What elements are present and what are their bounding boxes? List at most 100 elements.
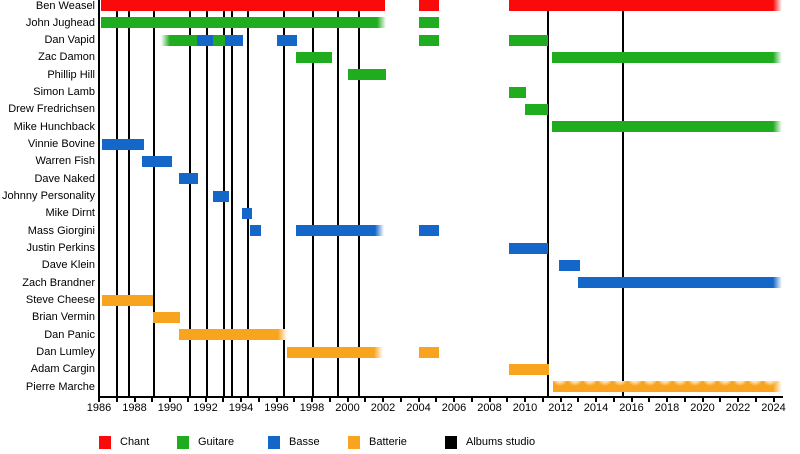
axis-tick <box>311 397 313 402</box>
axis-tick <box>559 397 562 402</box>
member-label: Adam Cargin <box>30 363 95 376</box>
axis-tick <box>435 397 438 402</box>
axis-tick <box>524 397 526 402</box>
album-release-line <box>231 0 234 396</box>
timeline-bar-guitare <box>212 34 226 46</box>
album-release-line <box>358 0 361 396</box>
axis-year-label: 2000 <box>335 402 360 414</box>
legend-swatch-albums <box>445 436 457 449</box>
axis-year-label: 2018 <box>654 402 680 414</box>
axis-tick <box>488 397 491 402</box>
timeline-bar-basse <box>558 259 581 271</box>
axis-year-label: 2016 <box>619 402 644 414</box>
axis-tick <box>577 397 580 402</box>
axis-year-label: 1994 <box>228 402 254 414</box>
axis-tick <box>364 397 367 402</box>
timeline-bar-basse <box>296 225 384 237</box>
timeline-bar-basse <box>241 207 252 219</box>
axis-tick <box>666 397 668 402</box>
timeline-bar-guitare <box>347 69 386 81</box>
axis-tick <box>346 397 349 402</box>
legend-swatch-chant <box>99 436 111 449</box>
timeline-bar-guitare <box>525 103 549 115</box>
member-label: Steve Cheese <box>25 294 95 307</box>
axis-tick <box>719 397 722 402</box>
axis-tick <box>754 397 757 402</box>
x-axis-line <box>97 395 783 398</box>
legend-swatch-guitare <box>177 436 189 449</box>
axis-tick <box>453 397 455 402</box>
album-release-line <box>188 0 191 396</box>
axis-year-label: 1998 <box>299 402 325 414</box>
timeline-bar-batterie <box>287 346 383 358</box>
album-release-line <box>247 0 250 396</box>
album-release-line <box>115 0 118 396</box>
member-label: Drew Fredrichsen <box>8 103 95 116</box>
member-label: Pierre Marche <box>25 380 95 393</box>
axis-year-label: 2008 <box>477 402 502 414</box>
legend-swatch-batterie <box>348 436 360 449</box>
axis-year-label: 2022 <box>725 402 751 414</box>
member-label: Warren Fish <box>35 155 96 168</box>
axis-tick <box>612 397 615 402</box>
timeline-bar-basse <box>101 138 145 150</box>
member-label: Ben Weasel <box>35 0 95 12</box>
y-axis-line <box>97 0 100 397</box>
timeline-bar-basse <box>225 34 243 46</box>
timeline-bar-guitare <box>551 51 783 63</box>
album-release-line <box>153 0 156 396</box>
axis-tick <box>541 397 544 402</box>
timeline-bar-chant <box>100 0 385 11</box>
timeline-bar-basse <box>578 277 783 289</box>
axis-year-label: 2006 <box>441 402 467 414</box>
axis-year-label: 2002 <box>370 402 396 414</box>
axis-tick <box>701 397 704 402</box>
timeline-bar-batterie <box>101 294 154 306</box>
album-release-line <box>621 0 624 396</box>
member-label: Dan Vapid <box>44 34 95 47</box>
timeline-bar-basse <box>419 225 439 237</box>
timeline-bar-guitare <box>296 51 333 63</box>
axis-tick <box>328 397 331 402</box>
timeline-bar-chant <box>509 0 783 11</box>
axis-tick <box>470 397 473 402</box>
axis-tick <box>293 397 296 402</box>
axis-tick <box>151 397 154 402</box>
album-release-line <box>283 0 286 396</box>
member-label: Zach Brandner <box>22 276 95 289</box>
axis-year-label: 2004 <box>406 402 431 414</box>
axis-tick <box>630 397 633 402</box>
legend-swatch-basse <box>268 436 280 449</box>
album-release-line <box>311 0 314 396</box>
member-label: Brian Vermin <box>32 311 95 324</box>
legend-label-chant: Chant <box>120 436 150 448</box>
axis-tick <box>417 397 420 402</box>
timeline-bar-basse <box>509 242 549 254</box>
timeline-bar-basse <box>212 190 229 202</box>
member-label: Vinnie Bovine <box>27 138 95 151</box>
legend-label-albums: Albums studio <box>466 436 536 448</box>
axis-year-label: 1992 <box>193 402 218 414</box>
member-label: Dave Naked <box>34 172 95 185</box>
axis-tick <box>98 397 100 402</box>
timeline-bar-chant <box>419 0 439 11</box>
axis-tick <box>772 397 775 402</box>
timeline-bar-batterie <box>552 381 783 393</box>
timeline-bar-guitare <box>100 17 386 29</box>
axis-tick <box>222 397 225 402</box>
axis-tick <box>169 397 171 402</box>
album-release-line <box>336 0 339 396</box>
timeline-bar-basse <box>249 225 262 237</box>
member-label: Dave Klein <box>41 259 95 272</box>
axis-tick <box>399 397 402 402</box>
timeline-bar-guitare <box>509 34 549 46</box>
album-release-line <box>128 0 131 396</box>
axis-year-label: 1990 <box>157 402 183 414</box>
timeline-bar-guitare <box>418 17 439 29</box>
timeline-bar-basse <box>277 34 297 46</box>
album-release-line <box>206 0 209 396</box>
axis-tick <box>506 397 509 402</box>
member-label: Zac Damon <box>38 51 95 64</box>
axis-tick <box>240 397 242 402</box>
